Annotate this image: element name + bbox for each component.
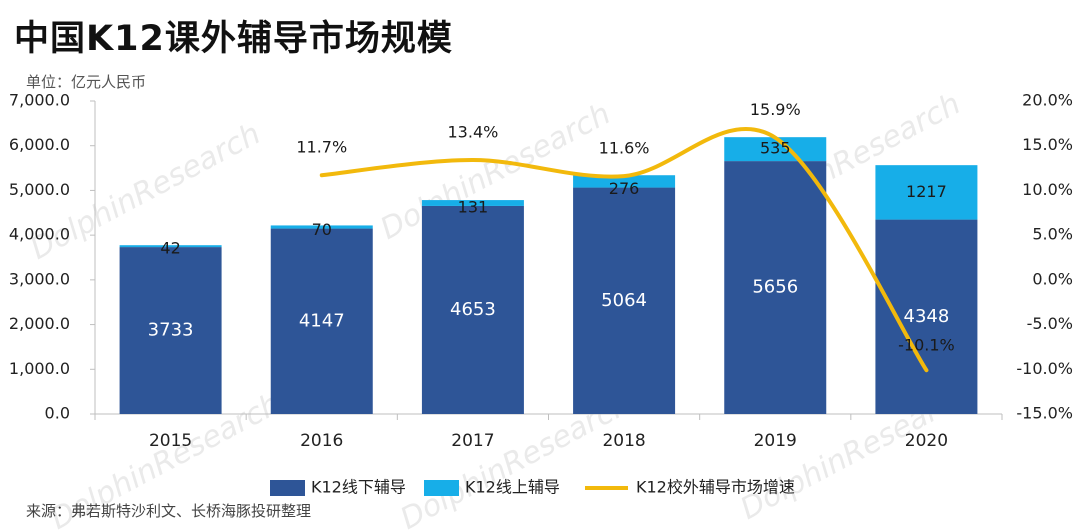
label-online: 1217	[906, 182, 947, 201]
data-labels: 3733 42 4147 70 11.7% 4653 131 13.4% 5064 276 11.6…	[148, 100, 955, 355]
bar-offline	[119, 247, 222, 414]
growth-line-layer	[319, 126, 929, 373]
bar-online	[421, 200, 524, 206]
x-tick-label: 2020	[905, 431, 948, 451]
legend: K12线下辅导 K12线上辅导 K12校外辅导市场增速	[270, 478, 795, 497]
bar-online	[724, 137, 827, 162]
label-offline: 5656	[752, 277, 798, 298]
bar-online	[573, 175, 676, 188]
label-offline: 4147	[299, 310, 345, 331]
y-tick-right-label: 15.0%	[1022, 135, 1073, 154]
growth-line	[319, 126, 929, 373]
label-online: 42	[160, 239, 180, 258]
bar-online	[875, 165, 978, 220]
axes: 0.0 1,000.0 2,000.0 3,000.0 4,000.0 5,000.0 6,…	[9, 91, 1073, 452]
source-note: 来源：弗若斯特沙利文、长桥海豚投研整理	[26, 502, 312, 520]
y-tick-right-label: -15.0%	[1016, 404, 1073, 423]
y-tick-left-label: 0.0	[45, 404, 70, 423]
x-tick-label: 2017	[451, 431, 494, 451]
label-online: 131	[458, 197, 489, 216]
x-tick-label: 2018	[602, 431, 645, 451]
bar-offline	[724, 161, 827, 414]
x-tick-label: 2016	[300, 431, 343, 451]
label-offline: 4653	[450, 299, 496, 320]
chart-title: 中国K12课外辅导市场规模	[14, 19, 453, 59]
y-tick-left-label: 4,000.0	[9, 225, 70, 244]
legend-swatch-online	[424, 480, 459, 496]
label-growth: 15.9%	[750, 100, 801, 119]
bar-online	[270, 225, 373, 229]
y-tick-left-label: 2,000.0	[9, 314, 70, 333]
y-tick-right-label: -10.0%	[1016, 359, 1073, 378]
y-tick-right-label: -5.0%	[1027, 314, 1073, 333]
bar-offline	[421, 205, 524, 414]
x-tick-label: 2015	[149, 431, 192, 451]
y-tick-left-label: 1,000.0	[9, 359, 70, 378]
y-tick-right-label: 20.0%	[1022, 91, 1073, 110]
label-growth: 11.7%	[296, 138, 347, 157]
y-tick-left-label: 7,000.0	[9, 91, 70, 110]
label-online: 276	[609, 179, 640, 198]
y-tick-left-label: 6,000.0	[9, 135, 70, 154]
y-tick-left-label: 5,000.0	[9, 180, 70, 199]
y-tick-right-label: 10.0%	[1022, 180, 1073, 199]
label-growth: -10.1%	[898, 336, 955, 355]
legend-label-online: K12线上辅导	[465, 478, 560, 497]
legend-label-offline: K12线下辅导	[311, 478, 406, 497]
legend-swatch-offline	[270, 480, 305, 496]
label-online: 70	[312, 220, 332, 239]
bar-offline	[573, 187, 676, 414]
y-tick-left-label: 3,000.0	[9, 269, 70, 288]
bars	[119, 137, 978, 414]
legend-label-growth: K12校外辅导市场增速	[636, 478, 795, 497]
bar-online	[119, 245, 222, 248]
label-offline: 4348	[904, 306, 950, 327]
bar-offline	[875, 219, 978, 414]
label-growth: 13.4%	[448, 123, 499, 142]
y-tick-right-label: 0.0%	[1032, 269, 1073, 288]
bar-offline	[270, 228, 373, 414]
x-tick-label: 2019	[754, 431, 797, 451]
label-offline: 5064	[601, 290, 647, 311]
label-growth: 11.6%	[599, 139, 650, 158]
y-tick-right-label: 5.0%	[1032, 225, 1073, 244]
unit-label: 单位：亿元人民币	[26, 73, 147, 91]
label-online: 535	[760, 139, 791, 158]
label-offline: 3733	[148, 320, 194, 341]
